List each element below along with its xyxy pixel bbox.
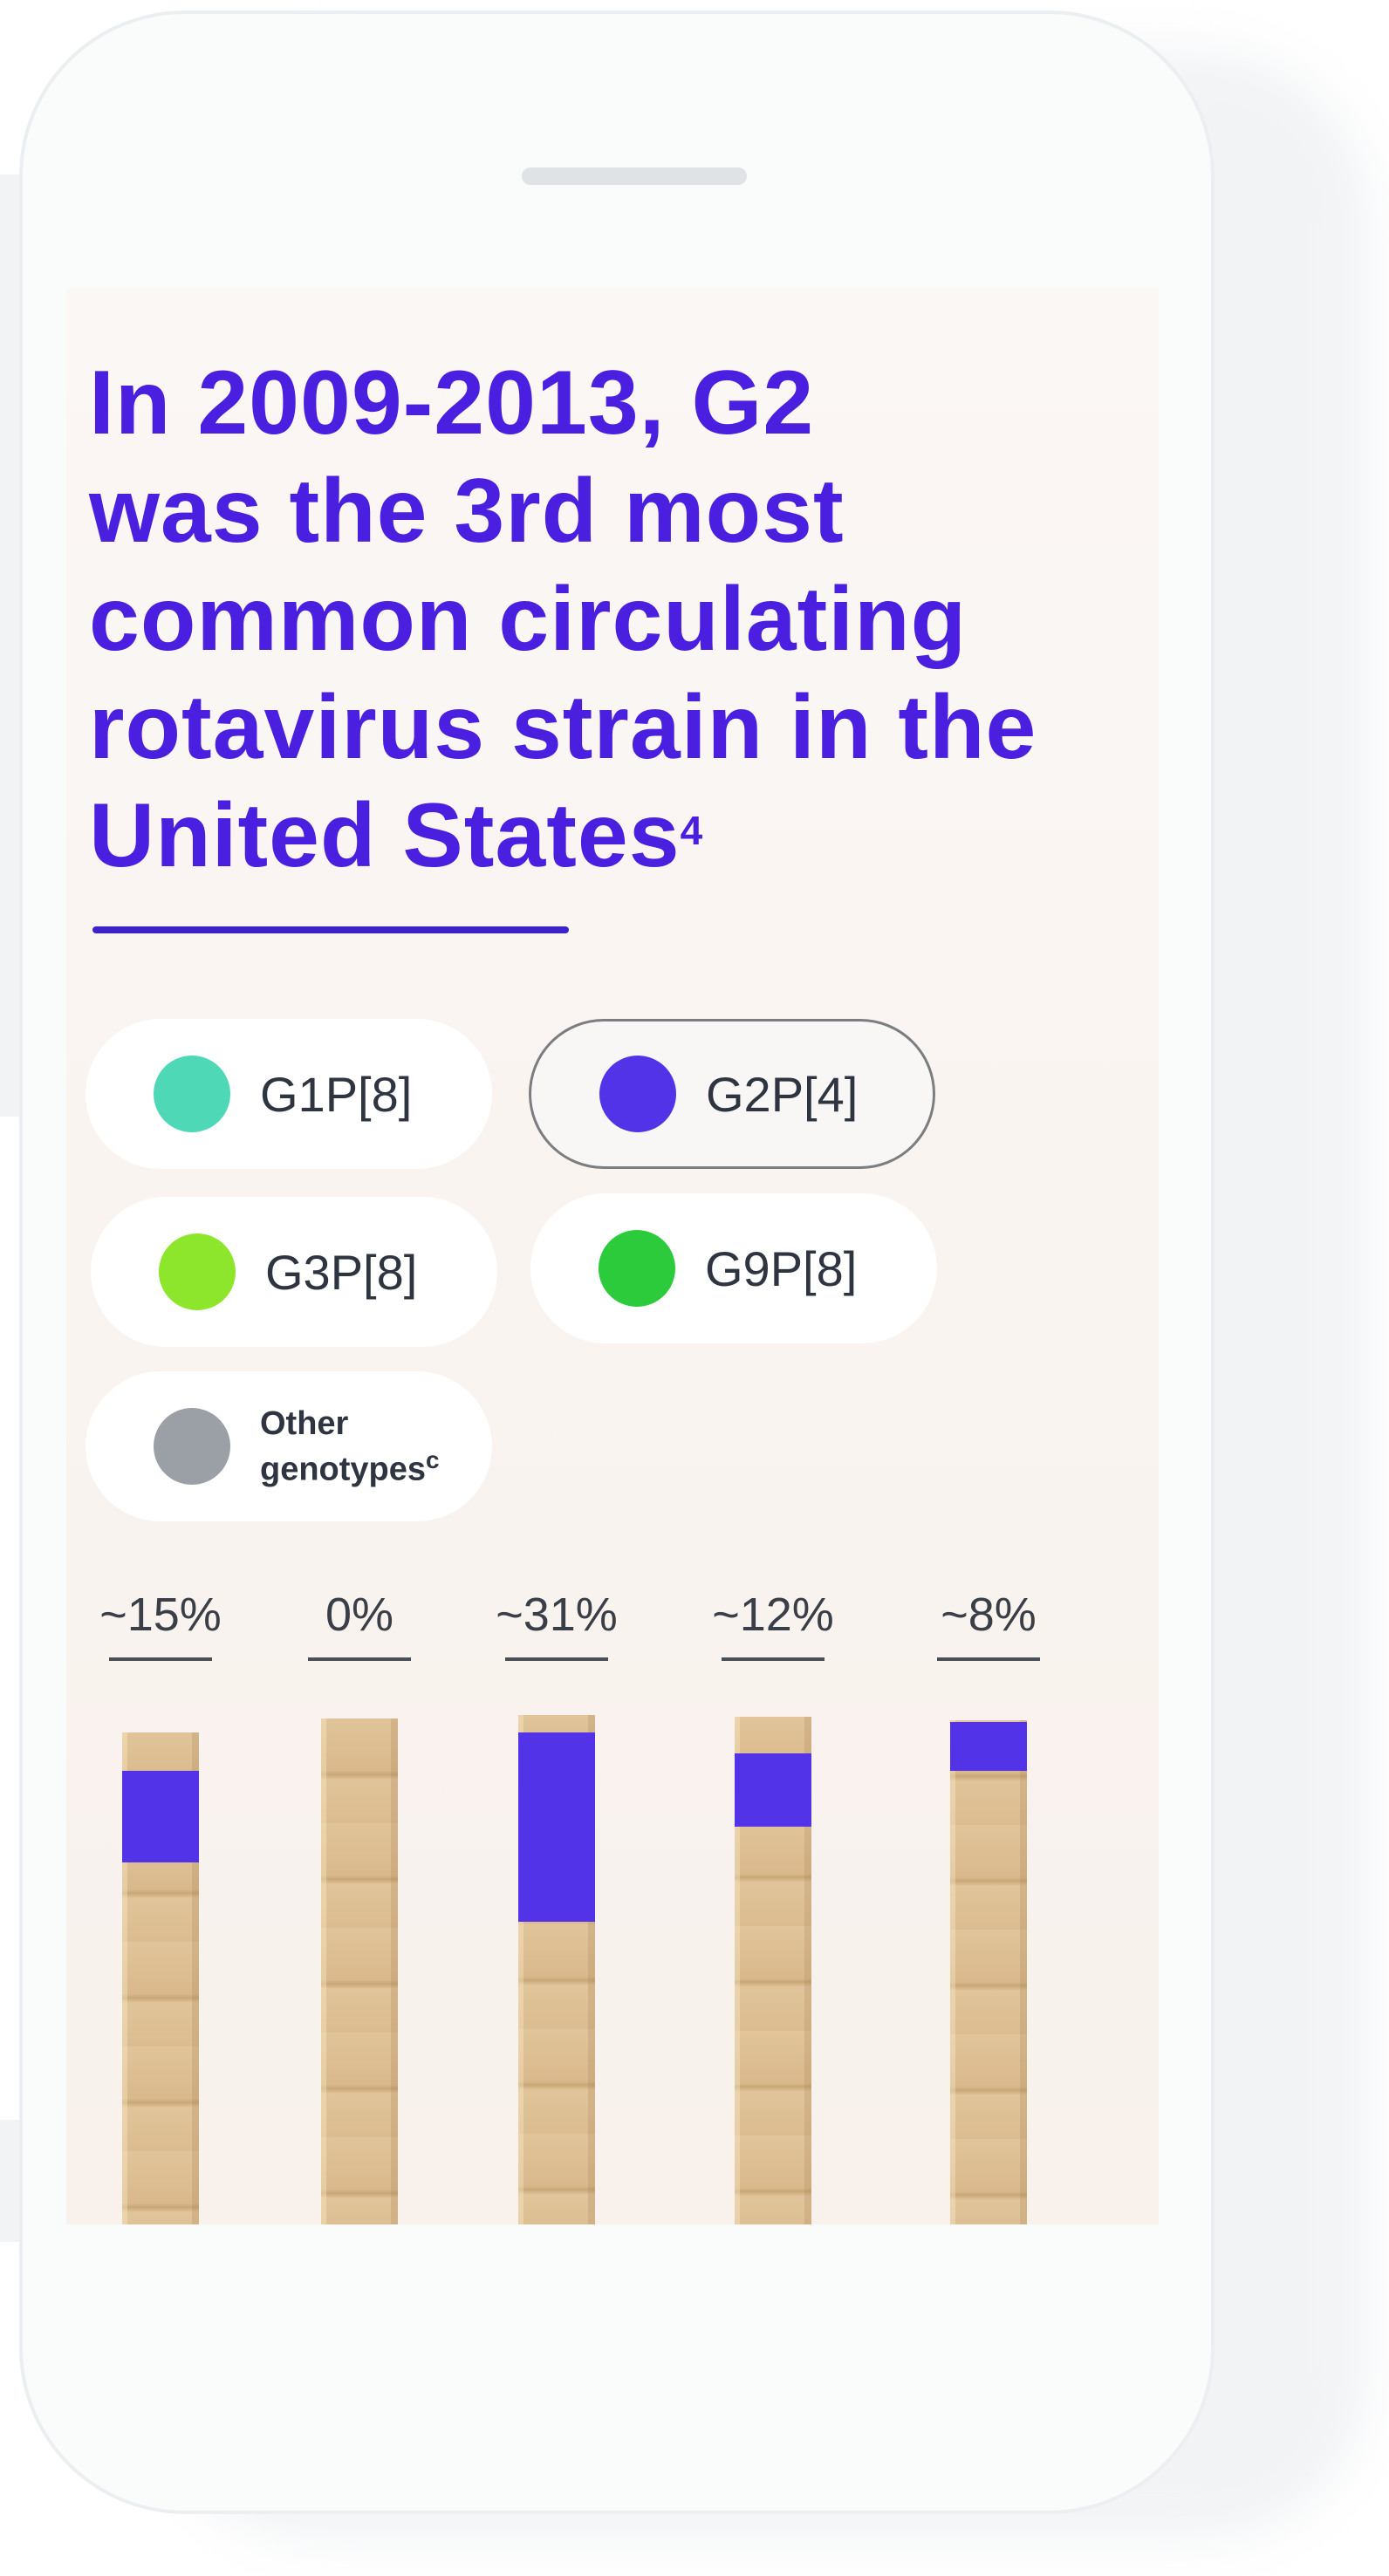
legend-g1p8[interactable]: G1P[8] xyxy=(86,1019,492,1169)
data-label-underline xyxy=(109,1657,212,1661)
bar xyxy=(735,1717,811,2224)
bar xyxy=(950,1720,1027,2224)
bar-segment-g2p4 xyxy=(950,1722,1027,1771)
headline-line: common circulating xyxy=(89,569,968,670)
data-label: ~31% xyxy=(496,1589,618,1641)
data-label-underline xyxy=(937,1657,1040,1661)
legend-label: G1P[8] xyxy=(260,1066,413,1122)
g9p8-dot-icon xyxy=(599,1230,675,1307)
legend-g2p4[interactable]: G2P[4] xyxy=(529,1019,935,1169)
bar xyxy=(122,1732,199,2224)
data-label: ~15% xyxy=(99,1589,222,1641)
phone-screen: In 2009-2013, G2 was the 3rd most common… xyxy=(66,288,1159,2224)
g3p8-dot-icon xyxy=(159,1233,236,1310)
other-dot-icon xyxy=(154,1408,230,1485)
headline-line: was the 3rd most xyxy=(89,461,845,562)
bar xyxy=(518,1715,595,2224)
g1p8-dot-icon xyxy=(154,1056,230,1132)
legend-other-genotypes[interactable]: Other genotypesc xyxy=(86,1371,492,1521)
bar-segment-g2p4 xyxy=(518,1732,595,1922)
headline: In 2009-2013, G2 was the 3rd most common… xyxy=(89,349,1136,890)
data-label: ~12% xyxy=(712,1589,834,1641)
headline-line: rotavirus strain in the xyxy=(89,677,1037,778)
legend-label-line1: Other xyxy=(260,1404,349,1442)
data-label-underline xyxy=(505,1657,608,1661)
g2p4-dot-icon xyxy=(599,1056,676,1132)
bar xyxy=(321,1718,398,2224)
reference-superscript: 4 xyxy=(680,808,704,853)
legend-label: G3P[8] xyxy=(265,1244,418,1300)
headline-line: In 2009-2013, G2 xyxy=(89,352,815,454)
bar-segment-g2p4 xyxy=(735,1753,811,1827)
legend-superscript: c xyxy=(426,1445,440,1473)
bar-segment-g2p4 xyxy=(122,1771,199,1862)
data-label-underline xyxy=(308,1657,411,1661)
data-label-underline xyxy=(722,1657,825,1661)
headline-divider xyxy=(92,926,569,933)
headline-line-text: United States xyxy=(89,785,681,886)
phone-speaker xyxy=(522,167,747,185)
legend-g9p8[interactable]: G9P[8] xyxy=(530,1193,937,1343)
legend-label: G2P[4] xyxy=(706,1066,859,1122)
headline-line: United States4 xyxy=(89,782,1136,890)
legend-label: G9P[8] xyxy=(705,1240,858,1296)
legend-label: Other genotypesc xyxy=(260,1405,440,1488)
legend-label-line2: genotypes xyxy=(260,1451,427,1488)
legend-g3p8[interactable]: G3P[8] xyxy=(91,1197,497,1347)
data-label: 0% xyxy=(325,1589,394,1641)
data-label: ~8% xyxy=(941,1589,1037,1641)
